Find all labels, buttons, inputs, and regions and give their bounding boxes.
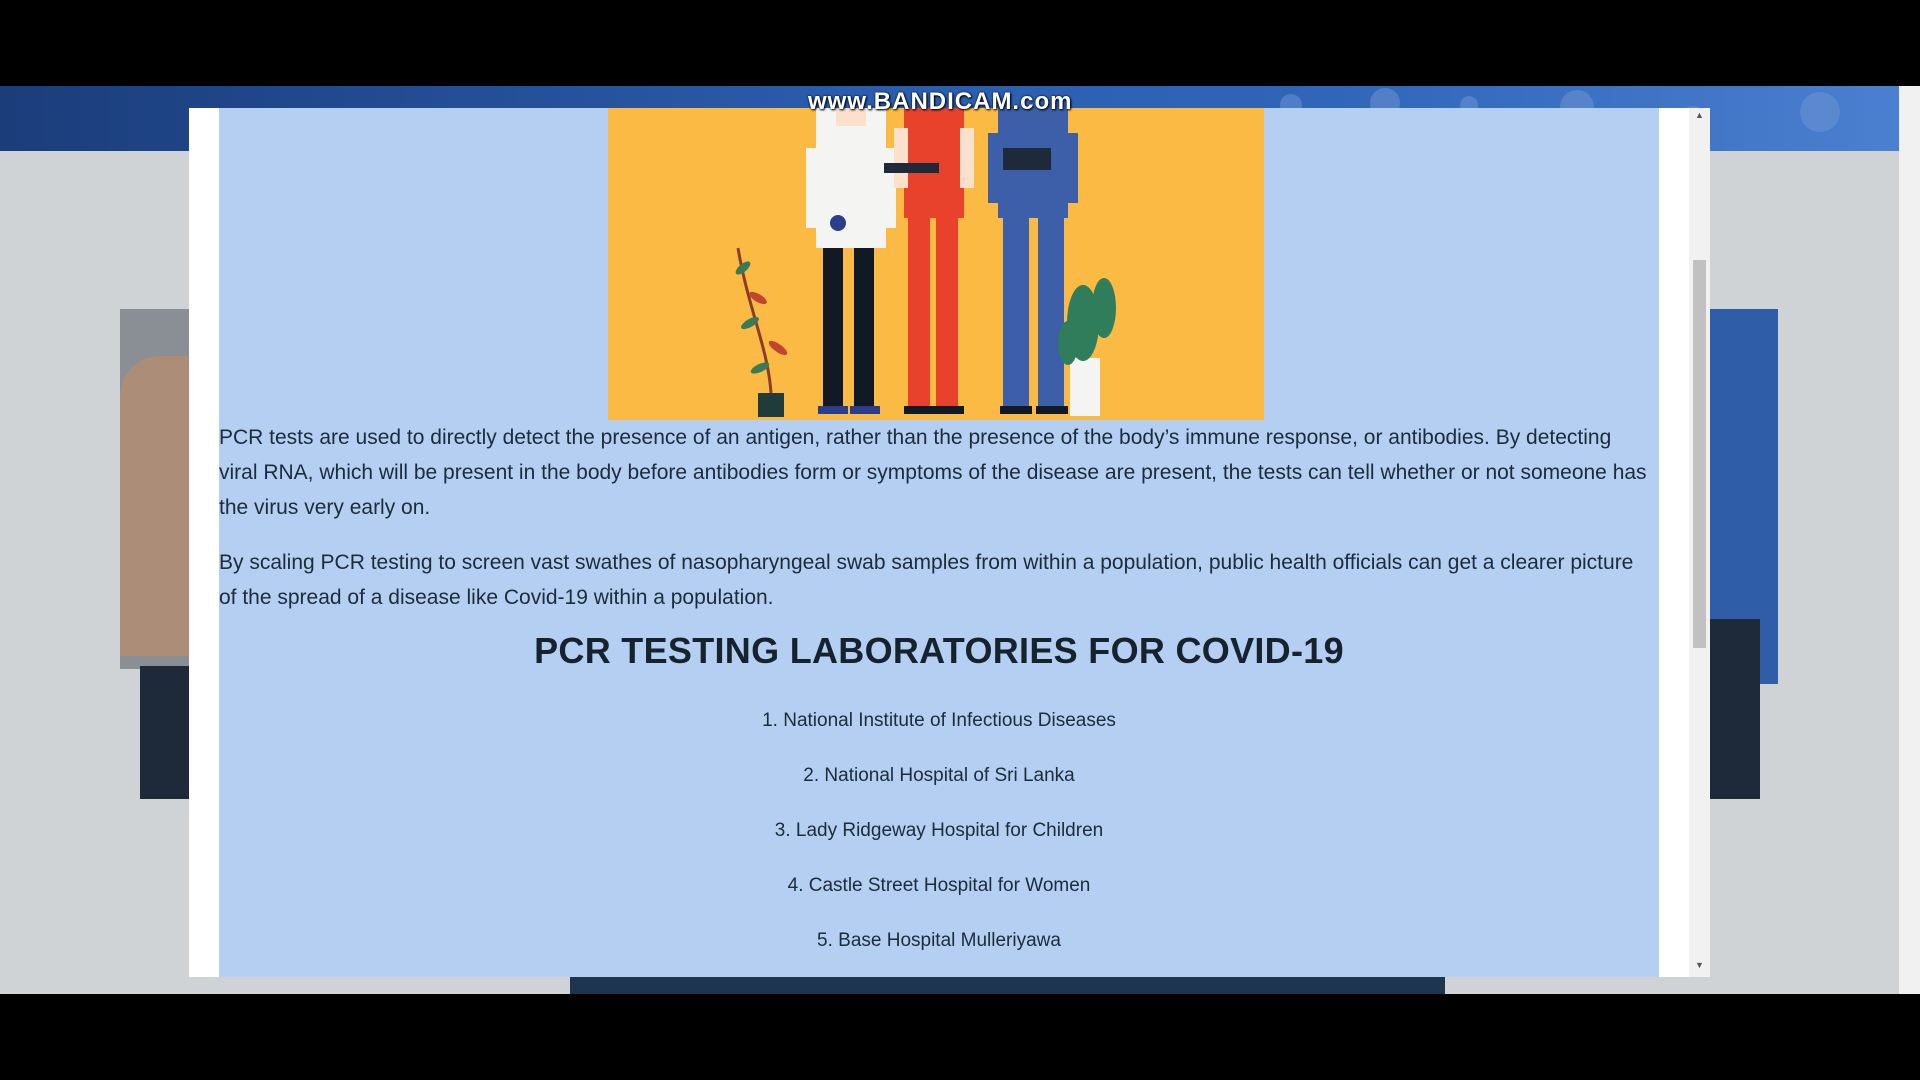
modal-scroll-thumb[interactable] — [1693, 260, 1706, 648]
recording-watermark: www.BANDICAM.com — [808, 88, 1073, 115]
modal-scroll-up-icon[interactable]: ▲ — [1695, 110, 1704, 120]
pcr-scaling-paragraph: By scaling PCR testing to screen vast sw… — [219, 551, 1634, 609]
left-plant-icon — [735, 247, 788, 417]
letterbox-top — [0, 0, 1920, 86]
section-title: PCR TESTING LABORATORIES FOR COVID-19 — [534, 630, 1344, 671]
doctor-figure-icon — [806, 108, 896, 414]
list-item: 2. National Hospital of Sri Lanka — [803, 765, 1075, 786]
list-item: 5. Base Hospital Mulleriyawa — [817, 930, 1061, 951]
healthcare-workers-image — [735, 108, 1116, 417]
nurse-blue-figure-icon — [988, 108, 1078, 414]
modal-dialog: PCR tests are used to directly detect th… — [189, 108, 1710, 977]
letterbox-bottom — [0, 994, 1920, 1080]
list-item: 3. Lady Ridgeway Hospital for Children — [774, 820, 1104, 841]
modal-scrollbar[interactable]: ▲ ▼ — [1689, 108, 1710, 977]
background-card-left-photo — [120, 356, 190, 656]
list-item: 4. Castle Street Hospital for Women — [787, 875, 1091, 896]
list-item: 1. National Institute of Infectious Dise… — [762, 710, 1116, 731]
modal-scroll-down-icon[interactable]: ▼ — [1695, 960, 1704, 970]
modal-content: PCR tests are used to directly detect th… — [219, 108, 1659, 977]
pcr-description-paragraph: PCR tests are used to directly detect th… — [219, 426, 1647, 519]
page-scrollbar[interactable]: ▲ ▼ — [1899, 86, 1920, 994]
background-footer-bar — [570, 974, 1445, 994]
right-plant-icon — [1058, 278, 1116, 416]
healthcare-workers-illustration — [608, 108, 1264, 420]
nurse-red-figure-icon — [884, 108, 974, 414]
laboratory-list: 1. National Institute of Infectious Dise… — [219, 693, 1659, 968]
